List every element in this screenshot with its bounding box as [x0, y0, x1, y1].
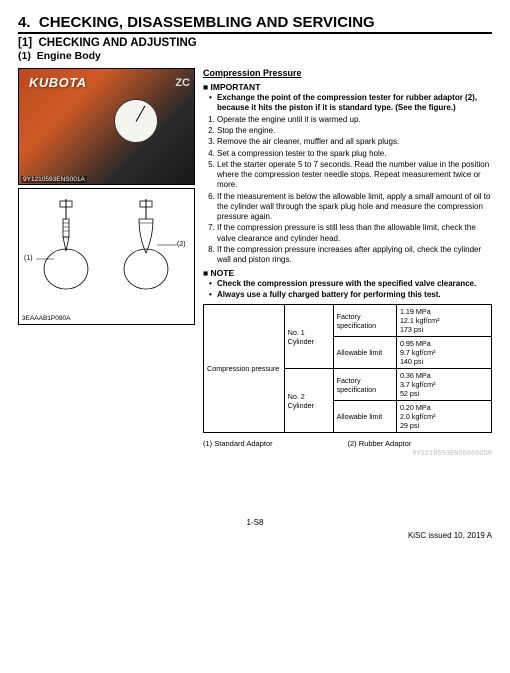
- step-item: If the compression pressure increases af…: [217, 245, 492, 265]
- left-column: KUBOTA ZC 9Y1210593ENS001A: [18, 68, 193, 458]
- table-val: 0.20 MPa 2.0 kgf/cm² 29 psi: [396, 401, 491, 433]
- legend: (1) Standard Adaptor (2) Rubber Adaptor: [203, 439, 492, 448]
- photo-code: 9Y1210593ENS001A: [21, 176, 87, 183]
- table-val: 0.36 MPa 3.7 kgf/cm² 52 psi: [396, 369, 491, 401]
- table-cyl: No. 1 Cylinder: [284, 305, 333, 369]
- table-val: 1.19 MPa 12.1 kgf/cm² 173 psi: [396, 305, 491, 337]
- step-item: If the measurement is below the allowabl…: [217, 192, 492, 223]
- h3-num: (1): [18, 50, 31, 62]
- table-cyl: No. 2 Cylinder: [284, 369, 333, 433]
- issued-line: KiSC issued 10, 2019 A: [18, 531, 492, 540]
- legend-1: (1) Standard Adaptor: [203, 439, 348, 448]
- right-column: Compression Pressure IMPORTANT Exchange …: [203, 68, 492, 458]
- note-item: Always use a fully charged battery for p…: [217, 290, 492, 300]
- h2-num: [1]: [18, 37, 32, 49]
- standard-adaptor-icon: [41, 197, 91, 292]
- step-item: Remove the air cleaner, muffler and all …: [217, 137, 492, 147]
- note-label: NOTE: [203, 268, 492, 278]
- step-item: If the compression pressure is still les…: [217, 223, 492, 243]
- important-list: Exchange the point of the compression te…: [203, 93, 492, 113]
- h3-title: Engine Body: [37, 50, 101, 62]
- step-item: Stop the engine.: [217, 126, 492, 136]
- callout-1: (1): [24, 255, 33, 262]
- page-number: 1-S8: [18, 518, 492, 527]
- leader-line-icon: [36, 258, 54, 260]
- steps-list: Operate the engine until it is warmed up…: [203, 115, 492, 265]
- table-key: Allowable limit: [333, 337, 396, 369]
- table-key: Factory specification: [333, 305, 396, 337]
- note-item: Check the compression pressure with the …: [217, 279, 492, 289]
- table-val: 0.95 MPa 9.7 kgf/cm² 140 psi: [396, 337, 491, 369]
- section-title: Compression Pressure: [203, 68, 492, 78]
- watermark: 9Y1210593ENS0060US0: [203, 450, 492, 458]
- h1-title: CHECKING, DISASSEMBLING AND SERVICING: [39, 14, 375, 31]
- gauge-icon: [114, 99, 158, 143]
- step-item: Let the starter operate 5 to 7 seconds. …: [217, 160, 492, 191]
- h1-num: 4.: [18, 14, 31, 31]
- diagram-code: 3EAAAB1P090A: [22, 315, 70, 322]
- important-item: Exchange the point of the compression te…: [217, 93, 492, 113]
- legend-2: (2) Rubber Adaptor: [348, 439, 412, 448]
- photo-side-label: ZC: [175, 77, 190, 89]
- brand-label: KUBOTA: [29, 75, 87, 90]
- table-key: Allowable limit: [333, 401, 396, 433]
- heading-2: [1] CHECKING AND ADJUSTING: [18, 37, 492, 49]
- step-item: Set a compression tester to the spark pl…: [217, 149, 492, 159]
- important-label: IMPORTANT: [203, 82, 492, 92]
- engine-photo: KUBOTA ZC 9Y1210593ENS001A: [18, 68, 195, 185]
- heading-3: (1) Engine Body: [18, 50, 492, 62]
- h2-title: CHECKING AND ADJUSTING: [38, 37, 196, 49]
- callout-2: (2): [177, 241, 186, 248]
- table-key: Factory specification: [333, 369, 396, 401]
- heading-1: 4. CHECKING, DISASSEMBLING AND SERVICING: [18, 14, 492, 34]
- leader-line-icon: [157, 244, 177, 246]
- spec-table: Compression pressure No. 1 Cylinder Fact…: [203, 304, 492, 433]
- note-list: Check the compression pressure with the …: [203, 279, 492, 300]
- step-item: Operate the engine until it is warmed up…: [217, 115, 492, 125]
- adaptor-diagram: (1) (2) 3EAAAB1P090A: [18, 188, 195, 325]
- table-row-label: Compression pressure: [204, 305, 285, 433]
